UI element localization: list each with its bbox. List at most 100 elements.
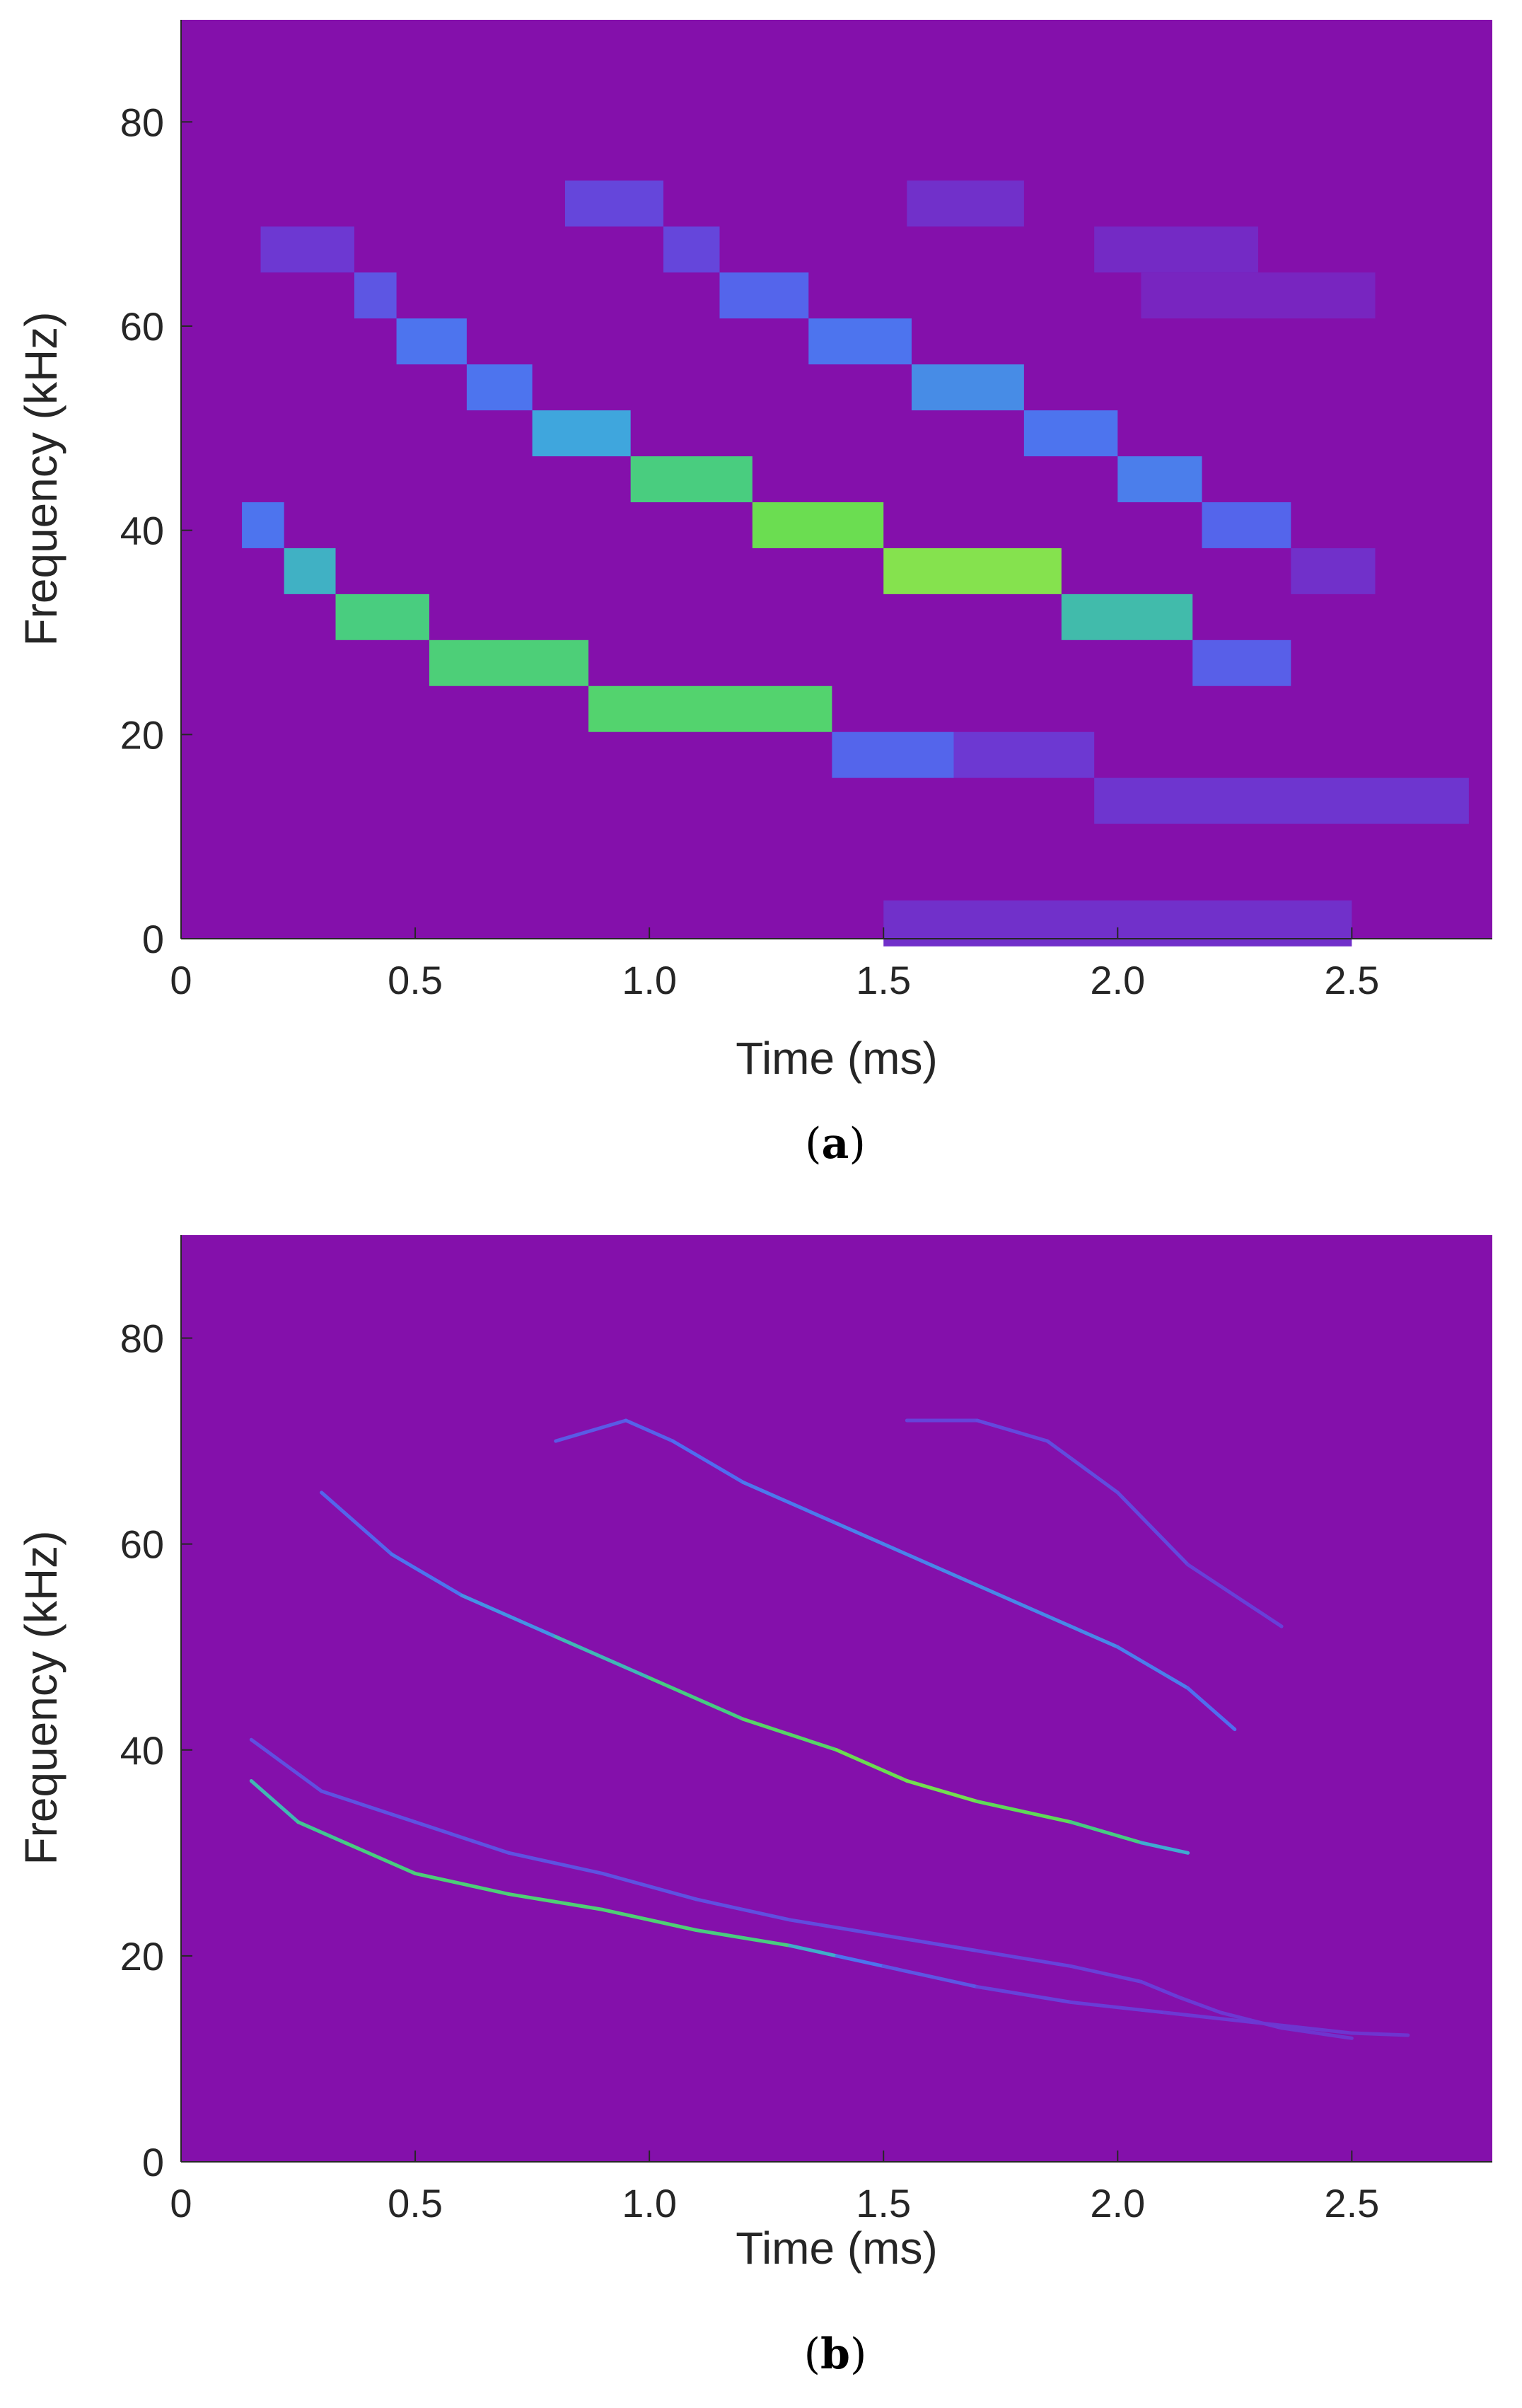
y-tick-label: 80 [120,1316,164,1361]
y-tick-label: 60 [120,304,164,349]
series-segment [600,1907,698,1932]
panel-label-b: (b) [804,2329,867,2379]
series-segment [670,1439,745,1484]
series-segment [1069,1964,1143,1984]
y-axis-label-a: Frequency (kHz) [16,312,66,647]
y-tick-label: 0 [142,917,164,961]
series-second-harmonic [249,1737,1354,2040]
y-tick-label: 40 [120,1728,164,1773]
heatmap-cell [752,502,884,548]
heatmap-cell [1023,410,1118,457]
heatmap-cell [883,900,1352,947]
series-segment [249,1737,324,1793]
series-segment [647,1676,745,1721]
series-segment [1163,2010,1260,2025]
series-segment [507,1892,605,1911]
series-segment [1186,1563,1284,1628]
heatmap-cell [907,180,1024,227]
series-segment [928,1563,1026,1608]
series-segment [413,1820,511,1855]
series-segment [975,1800,1073,1824]
series-segment [554,1418,628,1443]
series-segment [881,1964,980,1989]
series-segment [460,1593,558,1639]
heatmap-cell [564,180,664,227]
series-segment [741,1480,839,1526]
heatmap-cell [883,548,1062,594]
series-segment [1115,1645,1190,1690]
series-segment [694,1928,792,1947]
series-fundamental [249,1778,1410,2037]
heatmap-cell [1291,548,1376,594]
series-segment [788,1918,885,1938]
heatmap-cell [911,364,1024,411]
heatmap-cell [808,318,912,365]
x-tick-label: 0 [170,2181,192,2225]
heatmap-cell [663,226,720,273]
series-segment [881,1933,980,1953]
heatmap-cell [1202,502,1291,548]
line-marks-b [180,1235,1492,2163]
series-segment [975,1985,1073,2004]
plot-area-b [181,1235,1492,2162]
series-segment [1045,1439,1120,1495]
series-segment [835,1522,932,1567]
heatmap-cell [1094,226,1258,273]
y-tick-label: 80 [120,100,164,144]
series-segment [1279,2026,1354,2040]
x-tick-label: 1.0 [622,2181,677,2225]
x-tick-label: 2.0 [1090,2181,1145,2225]
heatmap-cell [1117,456,1202,502]
x-ticks-b: 0 0.5 1.0 1.5 2.0 2.5 [170,2151,1379,2225]
series-segment [343,1841,417,1875]
series-segment [1139,1979,1180,1999]
series-segment [1115,1490,1190,1567]
series-segment [1186,1686,1237,1732]
heatmap-cell [719,272,809,319]
series-segment [741,1717,839,1752]
series-segment [835,1954,885,1968]
series-segment [600,1871,698,1901]
series-segment [1069,1820,1143,1845]
series-segment [694,1897,792,1922]
series-segment [905,1778,980,1804]
heatmap-cell [1141,272,1376,319]
series-segment [554,1635,651,1680]
heatmap-cell [260,226,354,273]
x-tick-label: 0.5 [388,958,443,1002]
heatmap-cell [466,364,533,411]
heatmap-cell [588,685,832,732]
series-segment [296,1820,347,1845]
series-segment [413,1871,511,1897]
x-tick-label: 2.5 [1324,958,1379,1002]
x-ticks-a: 0 0.5 1.0 1.5 2.0 2.5 [170,927,1379,1002]
series-segment [975,1949,1073,1968]
series-segment [320,1490,394,1556]
x-tick-label: 1.5 [856,2181,911,2225]
series-upper-harmonic-2 [905,1418,1284,1628]
panel-a: 0 0.5 1.0 1.5 2.0 2.5 0 20 40 60 80 Time (ms) Fre… [16,20,1492,1169]
series-segment [507,1851,605,1875]
x-tick-label: 1.0 [622,958,677,1002]
heatmap-cell [429,639,589,686]
y-tick-label: 20 [120,1934,164,1979]
heatmap-cell [1192,639,1291,686]
series-segment [1349,2031,1410,2037]
series-segment [390,1552,464,1597]
x-tick-label: 0.5 [388,2181,443,2225]
heatmap-cell [396,318,467,365]
series-segment [1069,2000,1166,2015]
series-upper-harmonic [554,1418,1237,1732]
x-tick-label: 2.5 [1324,2181,1379,2225]
series-segment [1022,1604,1120,1649]
series-segment [1176,1995,1223,2015]
series-segment [1219,2010,1284,2030]
y-tick-label: 0 [142,2140,164,2184]
heatmap-cell [354,272,397,319]
heatmap-cell [284,548,336,594]
series-segment [975,1418,1050,1443]
y-tick-label: 60 [120,1522,164,1567]
heatmap-cell [242,502,284,548]
series-segment [320,1789,417,1824]
